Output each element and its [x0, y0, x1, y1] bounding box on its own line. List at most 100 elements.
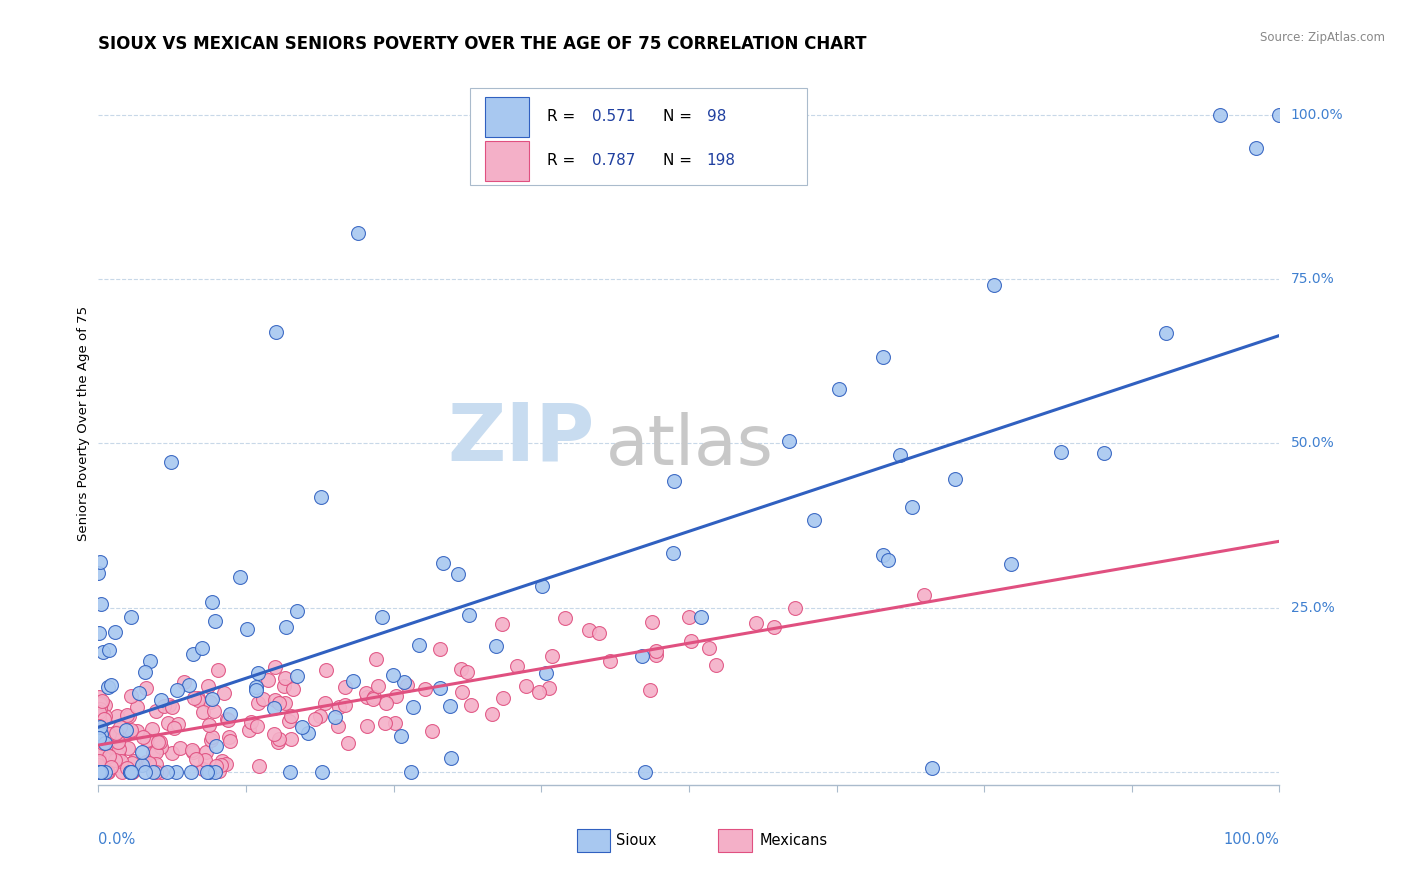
Point	[91, 645, 114, 659]
Point	[506, 658, 529, 673]
Point	[219, 707, 242, 722]
Point	[638, 683, 661, 698]
Point	[150, 764, 173, 779]
Point	[87, 764, 110, 779]
Point	[205, 759, 228, 773]
Point	[160, 747, 183, 761]
Point	[87, 717, 110, 731]
Point	[311, 764, 333, 779]
Point	[333, 680, 356, 694]
Point	[131, 758, 153, 772]
Point	[87, 721, 110, 735]
Point	[785, 600, 807, 615]
Point	[323, 710, 346, 724]
Point	[827, 382, 849, 396]
Point	[173, 675, 195, 690]
Point	[429, 681, 451, 696]
Point	[87, 758, 110, 772]
Point	[450, 662, 472, 676]
Point	[162, 699, 184, 714]
Point	[100, 741, 122, 756]
Point	[93, 751, 115, 765]
Point	[107, 747, 129, 762]
Point	[354, 686, 377, 700]
Point	[699, 641, 721, 656]
Point	[921, 761, 943, 775]
Point	[103, 624, 125, 639]
Text: 25.0%: 25.0%	[1291, 600, 1334, 615]
Point	[264, 660, 287, 674]
Point	[142, 746, 165, 760]
Point	[156, 716, 179, 731]
Point	[1244, 141, 1267, 155]
Point	[180, 743, 202, 757]
Point	[87, 690, 110, 704]
Point	[97, 680, 120, 694]
Point	[217, 712, 239, 726]
Point	[408, 638, 430, 652]
Point	[515, 679, 537, 693]
Point	[554, 611, 576, 625]
Point	[247, 759, 270, 773]
Point	[181, 647, 204, 661]
Point	[87, 736, 110, 750]
Point	[266, 735, 288, 749]
Point	[541, 648, 564, 663]
Point	[356, 690, 378, 705]
Point	[194, 754, 217, 768]
Point	[87, 720, 110, 734]
Point	[273, 679, 295, 693]
Point	[169, 740, 191, 755]
Point	[104, 753, 127, 767]
Point	[634, 764, 657, 779]
Point	[599, 655, 621, 669]
Point	[245, 683, 267, 698]
FancyBboxPatch shape	[485, 97, 530, 136]
FancyBboxPatch shape	[485, 141, 530, 181]
Point	[236, 622, 259, 636]
Point	[90, 743, 112, 757]
Point	[872, 350, 894, 364]
FancyBboxPatch shape	[471, 87, 807, 186]
Point	[134, 764, 156, 779]
Point	[269, 732, 291, 747]
Point	[105, 709, 128, 723]
Point	[115, 761, 138, 775]
Point	[89, 730, 111, 744]
Point	[274, 696, 297, 710]
Point	[89, 702, 111, 716]
Point	[309, 709, 332, 723]
Point	[264, 325, 287, 339]
Point	[87, 626, 110, 640]
Point	[1154, 326, 1177, 340]
Point	[704, 658, 727, 673]
Point	[491, 616, 513, 631]
Point	[89, 714, 111, 729]
Point	[121, 764, 143, 779]
Point	[527, 685, 550, 699]
Point	[96, 764, 118, 779]
Point	[328, 700, 350, 714]
Point	[630, 648, 652, 663]
Point	[120, 723, 142, 738]
Point	[131, 745, 153, 759]
Point	[681, 633, 703, 648]
Point	[104, 726, 127, 740]
Point	[578, 623, 600, 637]
Text: 0.571: 0.571	[592, 110, 636, 125]
Point	[202, 704, 225, 718]
Point	[89, 741, 111, 756]
Point	[93, 736, 115, 750]
Point	[481, 706, 503, 721]
Point	[315, 663, 337, 677]
Point	[107, 742, 129, 756]
Point	[87, 566, 110, 581]
Point	[177, 678, 200, 692]
Point	[678, 610, 700, 624]
Point	[662, 546, 685, 560]
Point	[195, 764, 218, 779]
Point	[87, 731, 110, 745]
Point	[110, 754, 132, 768]
Text: 75.0%: 75.0%	[1291, 272, 1334, 286]
Point	[145, 756, 167, 771]
